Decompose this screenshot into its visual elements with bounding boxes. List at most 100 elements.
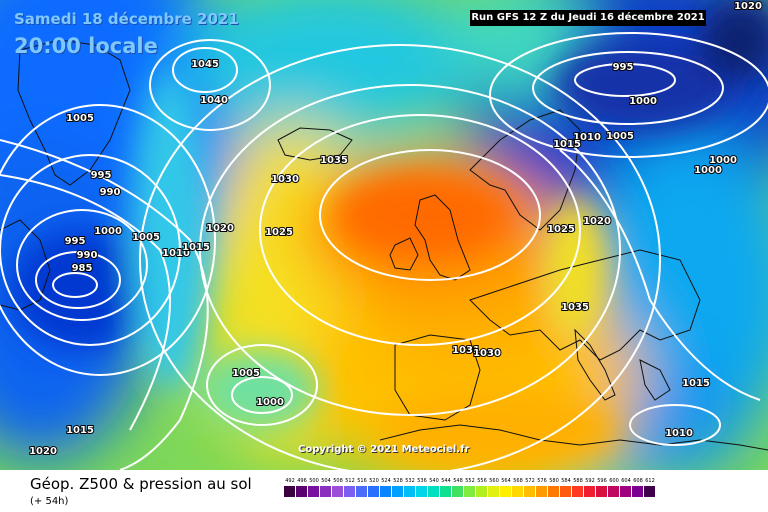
isobar-low-995-east (574, 63, 676, 97)
iceland-coast (277, 127, 353, 161)
legend-color-swatch (476, 486, 487, 497)
greece-coast (639, 359, 671, 401)
legend-color-swatch (572, 486, 583, 497)
isobar-label: 1015 (66, 425, 94, 436)
legend-value-label: 536 (417, 478, 427, 484)
legend-color-swatch (512, 486, 523, 497)
isobar-label: 1020 (29, 446, 57, 457)
isobar-high-1040 (149, 39, 271, 131)
legend-value-label: 548 (453, 478, 463, 484)
legend-value-label: 532 (405, 478, 415, 484)
africa-coast (379, 424, 768, 451)
legend-color-swatch (500, 486, 511, 497)
map-footer: Géop. Z500 & pression au sol (+ 54h) 492… (0, 470, 768, 512)
isobar-label: 1020 (206, 223, 234, 234)
isobar-low-985-west (52, 272, 98, 298)
isobar-label: 1000 (709, 155, 737, 166)
isobar-label: 1035 (320, 155, 348, 166)
legend-color-swatch (428, 486, 439, 497)
isobar-low-995-west (16, 209, 148, 321)
forecast-time-title: 20:00 locale (14, 34, 158, 58)
isobar-low-1005-sw (206, 344, 318, 426)
legend-value-label: 520 (369, 478, 379, 484)
legend-value-label: 500 (309, 478, 319, 484)
isobars (0, 32, 768, 470)
legend-color-swatch (296, 486, 307, 497)
isobar-label: 1000 (629, 96, 657, 107)
isobar-1015-east (559, 149, 761, 401)
coastlines (0, 39, 768, 451)
europe-coast (469, 249, 701, 361)
legend-value-label: 524 (381, 478, 391, 484)
legend-value-label: 528 (393, 478, 403, 484)
isobar-label: 1045 (191, 59, 219, 70)
legend-color-swatch (368, 486, 379, 497)
legend-value-label: 512 (345, 478, 355, 484)
isobar-low-1000-east (532, 51, 724, 125)
isobar-label: 1030 (473, 348, 501, 359)
isobar-high-1045 (172, 47, 238, 93)
isobar-low-1005-west (0, 104, 216, 376)
isobar-label: 1010 (162, 248, 190, 259)
legend-value-label: 576 (537, 478, 547, 484)
isobar-high-1035 (319, 149, 541, 281)
scandinavia-coast (469, 109, 581, 231)
legend-color-swatch (608, 486, 619, 497)
isobar-label: 1031 (452, 345, 480, 356)
isobar-label: 1000 (256, 397, 284, 408)
legend-value-label: 540 (429, 478, 439, 484)
legend-color-swatch (560, 486, 571, 497)
britain-coast (414, 194, 471, 281)
isobar-label: 1000 (694, 165, 722, 176)
italy-coast (574, 328, 616, 401)
legend-value-label: 504 (321, 478, 331, 484)
isobar-1015-line (0, 139, 209, 470)
legend-value-label: 584 (561, 478, 571, 484)
legend-value-label: 556 (477, 478, 487, 484)
legend-color-swatch (488, 486, 499, 497)
legend-color-swatch (308, 486, 319, 497)
isobar-label: 1015 (182, 242, 210, 253)
legend-value-label: 560 (489, 478, 499, 484)
legend-value-label: 612 (645, 478, 655, 484)
z500-field (0, 0, 768, 470)
legend-value-label: 564 (501, 478, 511, 484)
isobar-label: 990 (100, 187, 121, 198)
legend-value-label: 508 (333, 478, 343, 484)
greenland-coast (17, 39, 131, 186)
legend-color-swatch (524, 486, 535, 497)
legend-value-label: 600 (609, 478, 619, 484)
isobar-label: 1025 (265, 227, 293, 238)
isobar-label: 1015 (553, 139, 581, 150)
legend-value-label: 608 (633, 478, 643, 484)
legend-value-label: 596 (597, 478, 607, 484)
legend-color-swatch (644, 486, 655, 497)
legend-color-swatch (620, 486, 631, 497)
legend-color-swatch (536, 486, 547, 497)
legend-color-swatch (320, 486, 331, 497)
legend-value-label: 496 (297, 478, 307, 484)
isobar-low-1000-sw (231, 376, 293, 414)
iberia-coast (394, 334, 481, 421)
isobar-label: 1035 (561, 302, 589, 313)
ireland-coast (389, 237, 419, 271)
legend-color-swatch (452, 486, 463, 497)
isobar-high-1030 (259, 114, 581, 346)
isobar-label: 985 (72, 263, 93, 274)
legend-color-swatch (392, 486, 403, 497)
legend-value-label: 580 (549, 478, 559, 484)
isobar-label: 1030 (271, 174, 299, 185)
isobar-label: 1000 (94, 226, 122, 237)
isobar-low-1000-west (0, 154, 181, 346)
isobar-high-1025 (199, 84, 621, 416)
legend-color-swatch (548, 486, 559, 497)
isobar-label: 995 (613, 62, 634, 73)
isobar-label: 1005 (606, 131, 634, 142)
isobar-label: 1005 (66, 113, 94, 124)
legend-value-label: 552 (465, 478, 475, 484)
legend-color-swatch (632, 486, 643, 497)
legend-value-label: 572 (525, 478, 535, 484)
forecast-date-title: Samedi 18 décembre 2021 (14, 10, 239, 28)
legend-color-swatch (596, 486, 607, 497)
